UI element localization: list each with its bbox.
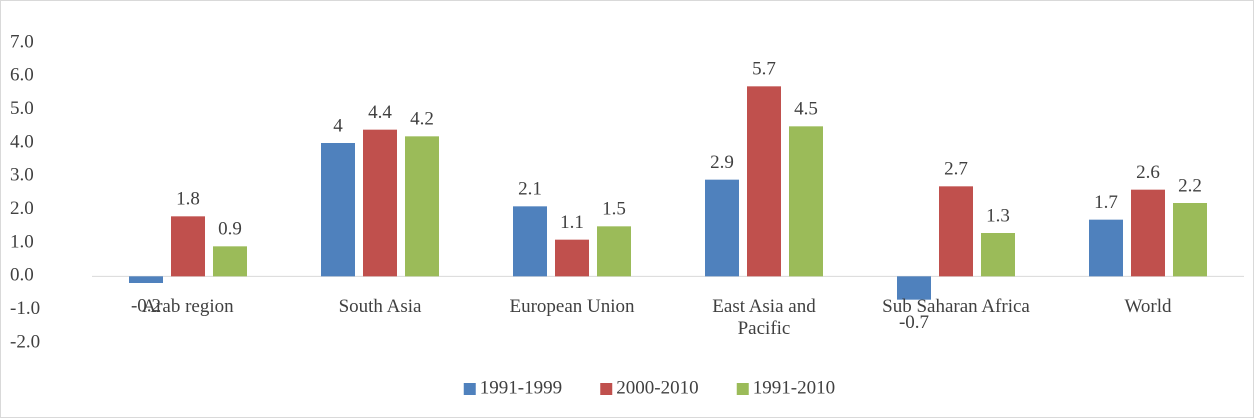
bar: [405, 136, 439, 277]
legend-swatch: [463, 383, 476, 395]
legend-label: 2000-2010: [616, 377, 698, 398]
y-tick-label: 5.0: [10, 98, 34, 119]
x-tick-label: East Asia and Pacific: [712, 296, 816, 339]
y-tick-label: -1.0: [10, 298, 40, 319]
data-label: 4.2: [410, 109, 434, 130]
bar: [513, 206, 547, 277]
data-label: 1.7: [1094, 192, 1118, 213]
data-label: 4.5: [794, 99, 818, 120]
y-tick-label: 0.0: [10, 265, 34, 286]
bar: [705, 179, 739, 277]
x-tick-label: Sub Saharan Africa: [882, 296, 1030, 317]
bar: [981, 233, 1015, 277]
x-tick-label: Arab region: [142, 296, 234, 317]
y-tick-label: 6.0: [10, 65, 34, 86]
x-tick-label: South Asia: [338, 296, 422, 317]
data-label: 1.3: [986, 205, 1010, 226]
y-tick-label: 2.0: [10, 198, 34, 219]
y-tick-label: 1.0: [10, 231, 34, 252]
bar: [897, 276, 931, 300]
data-label: 2.7: [944, 159, 968, 180]
data-label: 1.5: [602, 199, 626, 220]
bar: [939, 186, 973, 277]
legend-label: 1991-1999: [480, 377, 562, 398]
data-label: -0.2: [131, 295, 161, 316]
data-label: 0.9: [218, 219, 242, 240]
bar: [363, 129, 397, 277]
bar: [321, 143, 355, 277]
data-label: 2.9: [710, 152, 734, 173]
data-label: -0.7: [899, 312, 929, 333]
bar: [171, 216, 205, 277]
bar: [213, 246, 247, 277]
data-label: 1.1: [560, 212, 584, 233]
legend-swatch: [600, 383, 613, 395]
legend-label: 1991-2010: [753, 377, 835, 398]
bar: [129, 276, 163, 283]
data-label: 2.2: [1178, 175, 1202, 196]
y-tick-label: 7.0: [10, 31, 34, 52]
bar: [597, 226, 631, 277]
bar: [555, 239, 589, 277]
legend-swatch: [736, 383, 749, 395]
bar: [1173, 203, 1207, 277]
data-label: 2.6: [1136, 162, 1160, 183]
data-label: 5.7: [752, 59, 776, 80]
bar: [1131, 189, 1165, 277]
y-tick-label: -2.0: [10, 331, 40, 352]
data-label: 4.4: [368, 102, 392, 123]
y-tick-label: 4.0: [10, 131, 34, 152]
bar: [789, 126, 823, 277]
x-tick-label: European Union: [509, 296, 635, 317]
bar: [747, 86, 781, 277]
bar: [1089, 219, 1123, 277]
data-label: 4: [333, 115, 343, 136]
x-tick-label: World: [1124, 296, 1172, 317]
data-label: 2.1: [518, 179, 542, 200]
y-tick-label: 3.0: [10, 165, 34, 186]
data-label: 1.8: [176, 189, 200, 210]
